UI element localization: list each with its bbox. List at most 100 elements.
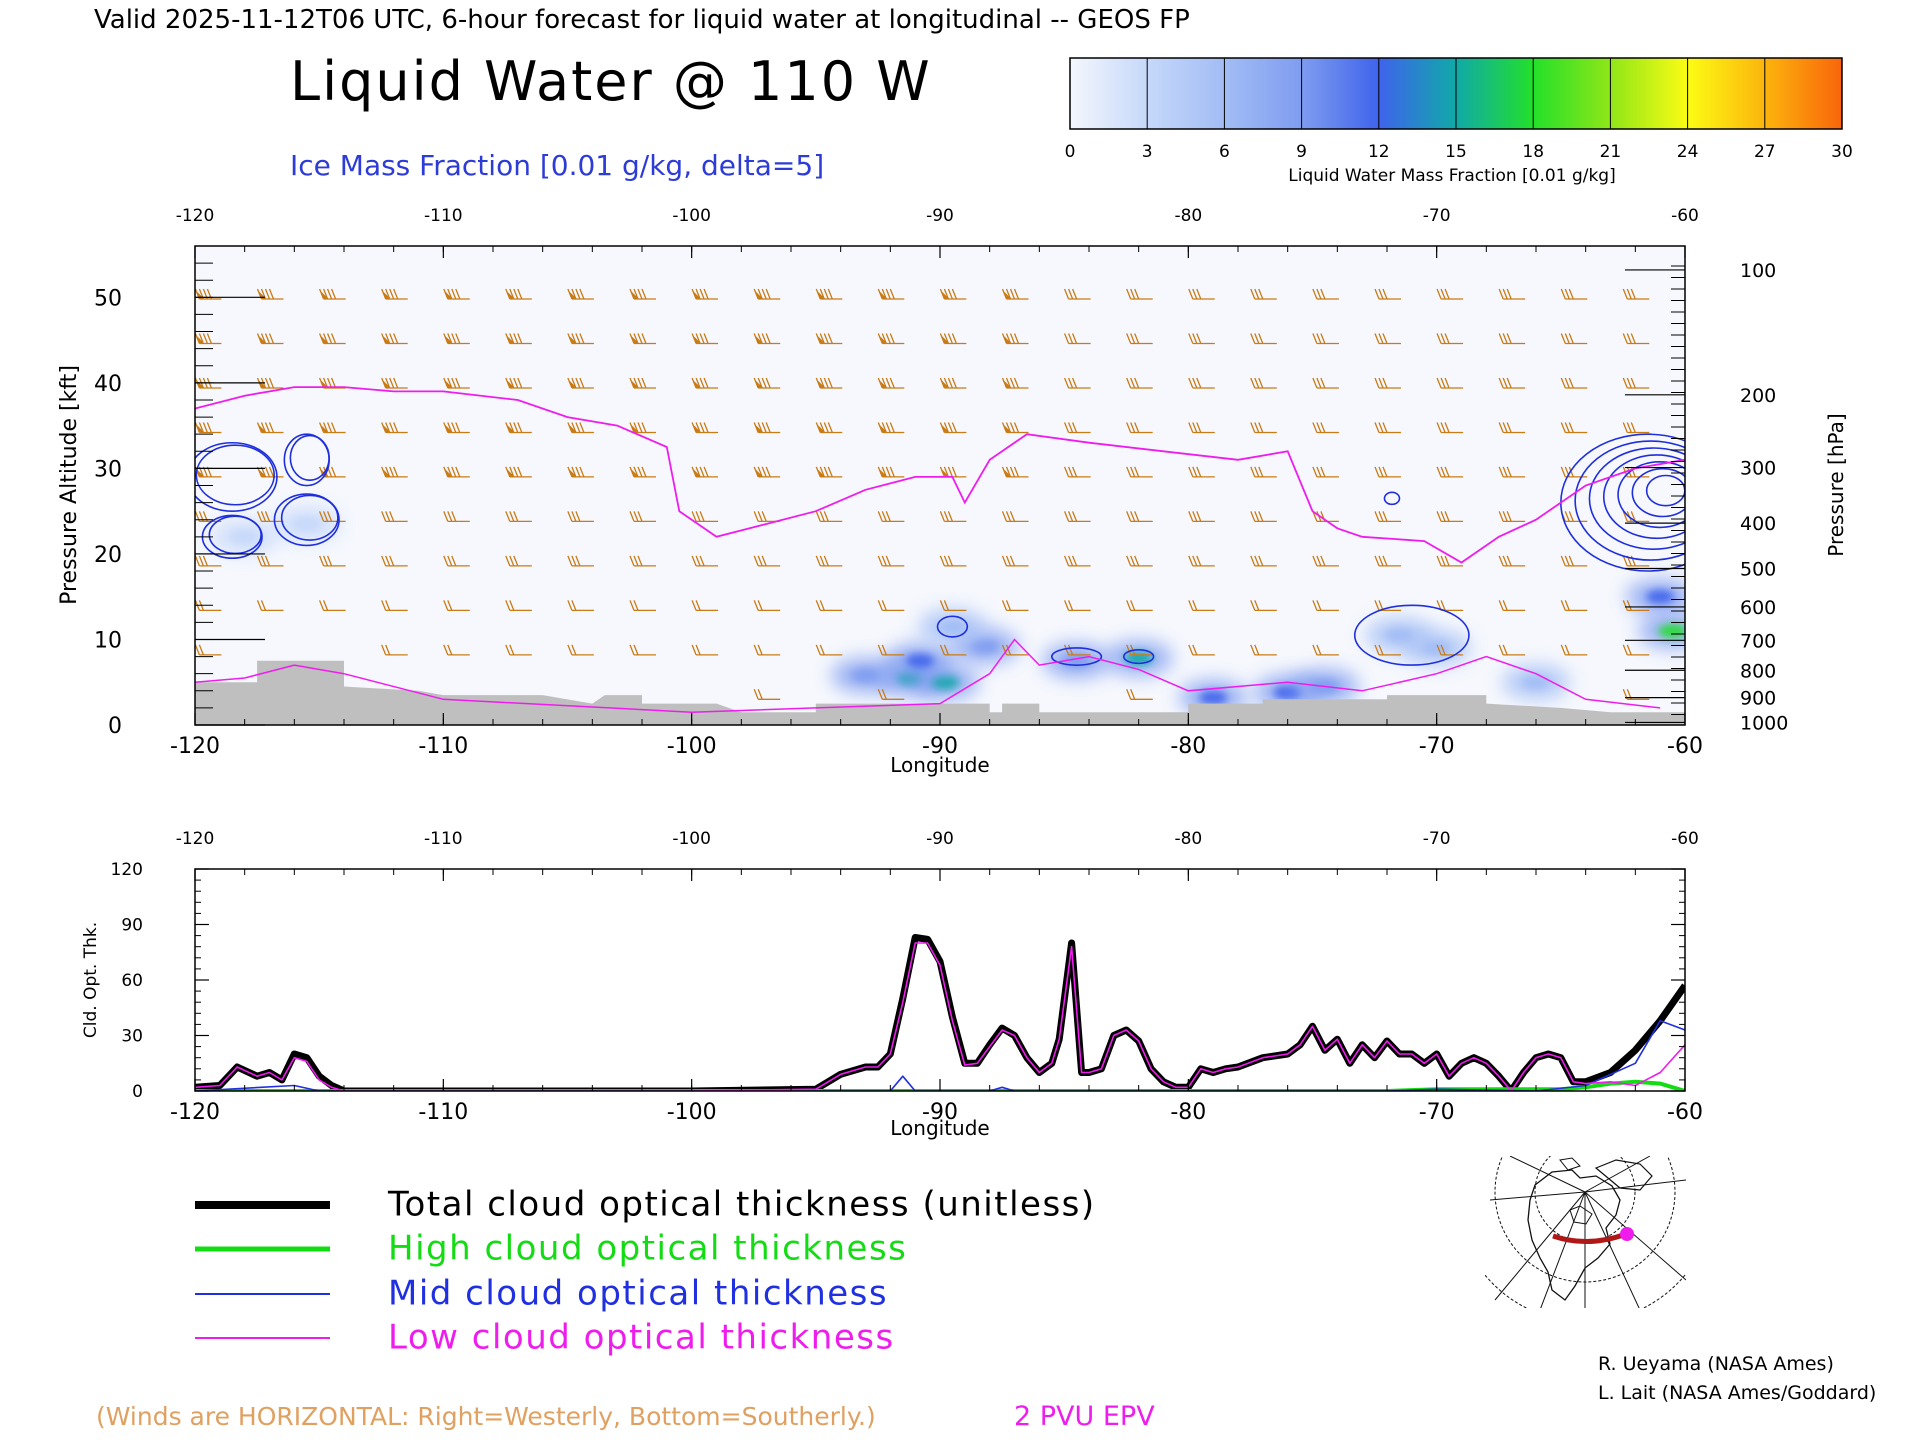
- wind-barb: [1498, 333, 1526, 345]
- wind-barb: [1001, 422, 1029, 434]
- epv-contour: [195, 386, 1685, 713]
- wind-barb: [1063, 466, 1091, 478]
- wind-barb: [1001, 511, 1029, 523]
- wind-barb: [505, 377, 532, 389]
- colorbar-tick-label: 24: [1677, 142, 1699, 162]
- wind-barb: [815, 466, 843, 478]
- x-tick-label: -60: [1667, 734, 1703, 759]
- wind-barb: [256, 377, 284, 389]
- wind-barb: [1560, 644, 1588, 656]
- x-tick-label: -120: [170, 1100, 220, 1125]
- wind-barb: [691, 333, 719, 345]
- x-tick-label-top: -100: [672, 206, 711, 226]
- wind-barb: [1622, 600, 1650, 612]
- wind-barb: [567, 555, 594, 567]
- wind-barb: [1622, 333, 1650, 345]
- wind-barb: [1312, 644, 1339, 656]
- x-tick-label-top: -80: [1174, 829, 1202, 849]
- x-tick-label: -70: [1419, 734, 1455, 759]
- wind-barb: [1126, 511, 1153, 523]
- wind-barb: [443, 377, 470, 389]
- wind-barb: [195, 555, 222, 567]
- wind-barb: [629, 511, 656, 523]
- legend-low-label: Low cloud optical thickness: [388, 1318, 895, 1358]
- wind-barb: [1560, 422, 1588, 434]
- wind-barb: [1063, 644, 1091, 656]
- colorbar-tick-label: 15: [1445, 142, 1467, 162]
- wind-barb: [318, 600, 346, 612]
- colorbar: 0 3 6 9 12 15 18 21 24 27 30: [1065, 57, 1853, 162]
- wind-barb: [567, 511, 594, 523]
- pressure-tick-label: 700: [1740, 630, 1776, 652]
- liquid-water-core: [1658, 623, 1685, 638]
- epv-2pvu-line: [195, 386, 1685, 564]
- wind-barb: [939, 600, 967, 612]
- winds-note: (Winds are HORIZONTAL: Right=Westerly, B…: [96, 1402, 876, 1431]
- pressure-tick-label: 100: [1740, 260, 1776, 282]
- wind-barb: [629, 644, 656, 656]
- wind-barb: [877, 333, 905, 345]
- wind-barb: [1436, 377, 1464, 389]
- wind-barb: [443, 422, 470, 434]
- wind-barb: [443, 600, 470, 612]
- wind-barb: [815, 600, 843, 612]
- y-tick-label: 90: [121, 916, 143, 936]
- liquid-water-core: [938, 619, 967, 634]
- liquid-water-core: [906, 653, 935, 668]
- wind-barb: [505, 511, 532, 523]
- wind-barb: [256, 422, 284, 434]
- wind-barb: [815, 422, 843, 434]
- ice-contour-ring: [1617, 461, 1685, 529]
- wind-barb: [443, 288, 470, 300]
- wind-barb: [1250, 288, 1277, 300]
- wind-barb: [1126, 555, 1153, 567]
- optical-thickness-series: [195, 934, 1685, 1091]
- wind-barb: [443, 511, 470, 523]
- wind-barb: [939, 644, 967, 656]
- page-title: Liquid Water @ 110 W: [290, 50, 932, 113]
- wind-barb: [1622, 644, 1650, 656]
- x-tick-label-top: -120: [176, 829, 215, 849]
- ice-contour-ring: [1383, 491, 1401, 506]
- wind-barb: [1188, 466, 1215, 478]
- y-tick-label: 20: [94, 543, 122, 568]
- y-tick-label: 0: [108, 714, 122, 739]
- wind-barb: [1001, 288, 1029, 300]
- x-tick-label: -90: [922, 1100, 958, 1125]
- wind-barb: [1498, 555, 1526, 567]
- x-tick-label: -80: [1170, 1100, 1206, 1125]
- wind-barb: [815, 377, 843, 389]
- valid-line: Valid 2025-11-12T06 UTC, 6-hour forecast…: [94, 5, 1190, 35]
- colorbar-tick-label: 27: [1754, 142, 1776, 162]
- wind-barb: [1250, 466, 1277, 478]
- top-ylabel: Pressure Altitude [kft]: [57, 365, 82, 605]
- wind-barb: [443, 644, 470, 656]
- legend-high-label: High cloud optical thickness: [388, 1229, 907, 1269]
- x-tick-label-top: -80: [1174, 206, 1202, 226]
- wind-barb: [1436, 422, 1464, 434]
- wind-barb: [877, 288, 905, 300]
- x-tick-label: -110: [418, 1100, 468, 1125]
- wind-barb: [1560, 377, 1588, 389]
- liquid-water-core: [1199, 690, 1228, 705]
- x-tick-label: -110: [418, 734, 468, 759]
- wind-barb: [1436, 466, 1464, 478]
- wind-barb: [381, 422, 408, 434]
- x-tick-label-top: -110: [424, 206, 463, 226]
- wind-barb: [939, 422, 967, 434]
- wind-barb: [505, 422, 532, 434]
- wind-barb: [1374, 333, 1401, 345]
- wind-barb: [1498, 511, 1526, 523]
- wind-barb: [629, 288, 656, 300]
- wind-barb: [691, 422, 719, 434]
- ice-contour-ring: [289, 434, 330, 481]
- wind-barb: [1374, 511, 1401, 523]
- liquid-water-core: [1422, 641, 1451, 656]
- ice-contour-ring: [1050, 647, 1103, 666]
- wind-barb: [1498, 377, 1526, 389]
- wind-barb: [939, 333, 967, 345]
- x-tick-label-top: -100: [672, 829, 711, 849]
- wind-barb: [381, 333, 408, 345]
- x-tick-label: -60: [1667, 1100, 1703, 1125]
- wind-barb: [1063, 333, 1091, 345]
